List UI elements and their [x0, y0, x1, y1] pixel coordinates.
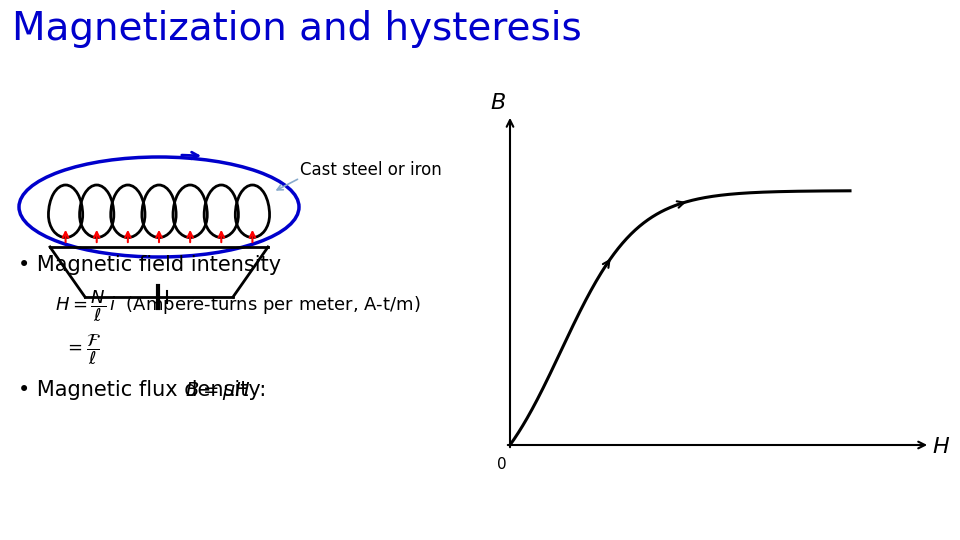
Text: $H = \dfrac{N}{\ell}\,i$  (Ampere-turns per meter, A-t/m): $H = \dfrac{N}{\ell}\,i$ (Ampere-turns p…: [55, 288, 420, 323]
Text: 0: 0: [497, 457, 507, 472]
Text: $H$: $H$: [932, 437, 950, 457]
Text: • Magnetic flux density:: • Magnetic flux density:: [18, 380, 273, 400]
Text: Magnetization and hysteresis: Magnetization and hysteresis: [12, 10, 582, 48]
Text: • Magnetic field intensity: • Magnetic field intensity: [18, 255, 281, 275]
Text: Cast steel or iron: Cast steel or iron: [300, 161, 442, 179]
Text: $B$: $B$: [490, 93, 506, 113]
Text: $B = \mu H$: $B = \mu H$: [185, 380, 251, 402]
Text: $= \dfrac{\mathcal{F}}{\ell}$: $= \dfrac{\mathcal{F}}{\ell}$: [64, 332, 101, 367]
